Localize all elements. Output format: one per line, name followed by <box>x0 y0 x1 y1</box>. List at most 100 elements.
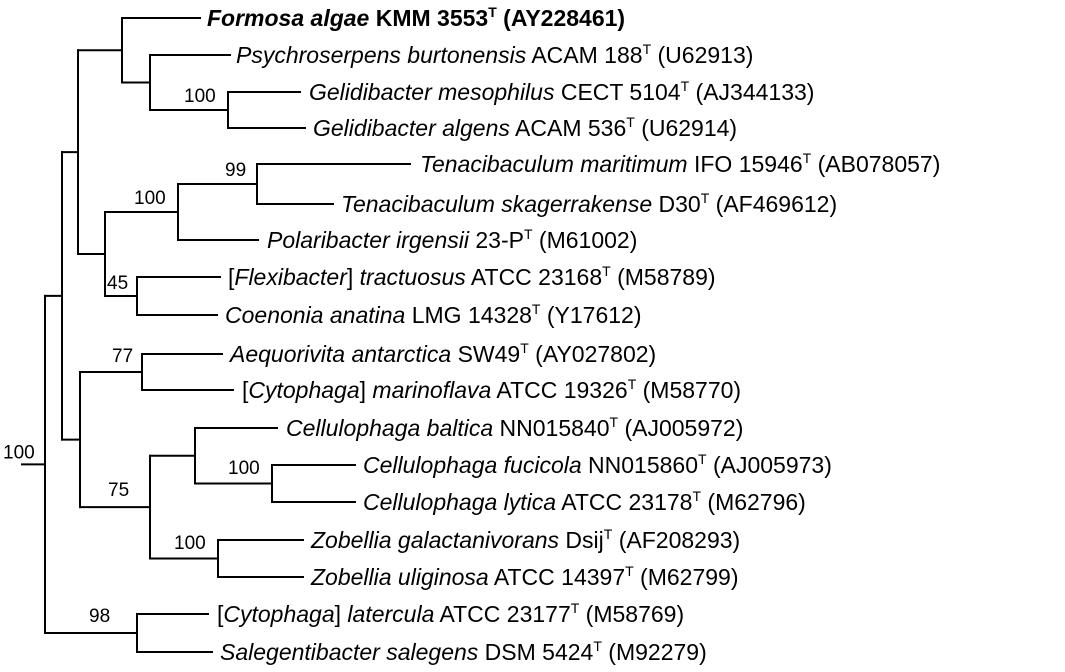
type-strain-mark: T <box>604 526 613 542</box>
taxon-label-part: Cellulophaga fucicola <box>363 452 582 478</box>
bootstrap-value: 100 <box>228 458 260 479</box>
taxon-label-part: DSM 5424 <box>478 639 593 665</box>
taxon-label-part: Cellulophaga lytica <box>363 489 556 515</box>
type-strain-mark: T <box>610 414 619 430</box>
type-strain-mark: T <box>520 340 529 356</box>
taxon-label-part: (M58789) <box>611 264 716 290</box>
taxon-label-part: Gelidibacter algens <box>313 115 510 141</box>
type-strain-mark: T <box>628 376 637 392</box>
taxon-label-part: CECT 5104 <box>554 79 680 105</box>
taxon-label-salegentibacter: Salegentibacter salegens DSM 5424T (M922… <box>220 638 707 665</box>
taxon-labels: Formosa algae KMM 3553T (AY228461)Psychr… <box>207 4 940 665</box>
taxon-label-part: ACAM 188 <box>526 42 642 68</box>
taxon-label-part: Cytophaga <box>223 601 334 627</box>
taxon-label-galgens: Gelidibacter algens ACAM 536T (U62914) <box>313 114 737 141</box>
type-strain-mark: T <box>803 150 812 166</box>
taxon-label-part: Psychroserpens burtonensis <box>236 42 527 68</box>
type-strain-mark: T <box>692 488 701 504</box>
taxon-label-part: Aequorivita antarctica <box>228 341 451 367</box>
taxon-label-part: ATCC 23178 <box>556 489 692 515</box>
taxon-label-coenonia: Coenonia anatina LMG 14328T (Y17612) <box>225 301 642 328</box>
taxon-label-part: Formosa algae <box>207 5 370 31</box>
type-strain-mark: T <box>626 114 635 130</box>
taxon-label-part: ] <box>335 601 348 627</box>
taxon-label-part: ATCC 23168 <box>466 264 602 290</box>
taxon-label-part: (Y17612) <box>540 302 641 328</box>
taxon-label-part: LMG 14328 <box>405 302 532 328</box>
taxon-label-part: (M92279) <box>602 639 707 665</box>
taxon-label-part: IFO 15946 <box>688 151 803 177</box>
type-strain-mark: T <box>625 563 634 579</box>
bootstrap-value: 77 <box>112 346 133 367</box>
taxon-label-formosa: Formosa algae KMM 3553T (AY228461) <box>207 4 625 31</box>
type-strain-mark: T <box>698 451 707 467</box>
taxon-label-part: (M61002) <box>533 227 638 253</box>
taxon-label-part: Polaribacter irgensii <box>267 227 470 253</box>
type-strain-mark: T <box>524 226 533 242</box>
bootstrap-value: 45 <box>107 273 128 294</box>
taxon-label-gmesophilus: Gelidibacter mesophilus CECT 5104T (AJ34… <box>309 78 814 105</box>
taxon-label-part: [ <box>242 377 249 403</box>
taxon-label-part: [ <box>217 601 224 627</box>
taxon-label-part: [ <box>228 264 235 290</box>
taxon-label-flexibacter: [Flexibacter] tractuosus ATCC 23168T (M5… <box>228 263 716 290</box>
taxon-label-part: Gelidibacter mesophilus <box>309 79 555 105</box>
bootstrap-value: 100 <box>134 188 166 209</box>
taxon-label-part: (M58769) <box>579 601 684 627</box>
taxon-label-part: NN015840 <box>493 415 609 441</box>
taxon-label-part: tractuosus <box>360 264 467 290</box>
type-strain-mark: T <box>571 600 580 616</box>
taxon-label-cmarinoflava: [Cytophaga] marinoflava ATCC 19326T (M58… <box>242 376 741 403</box>
taxon-label-clytica: Cellulophaga lytica ATCC 23178T (M62796) <box>363 488 806 515</box>
taxon-label-part: Tenacibaculum skagerrakense <box>341 191 652 217</box>
taxon-label-part: marinoflava <box>372 377 491 403</box>
bootstrap-value: 75 <box>108 480 129 501</box>
type-strain-mark: T <box>488 4 497 20</box>
taxon-label-part: (AY027802) <box>529 341 656 367</box>
taxon-label-aequorivita: Aequorivita antarctica SW49T (AY027802) <box>228 340 656 367</box>
bootstrap-value: 100 <box>174 533 206 554</box>
taxon-label-psychroserpens: Psychroserpens burtonensis ACAM 188T (U6… <box>236 41 753 68</box>
taxon-label-part: Salegentibacter salegens <box>220 639 479 665</box>
taxon-label-part: (AB078057) <box>811 151 940 177</box>
taxon-label-part: 23-P <box>469 227 524 253</box>
taxon-label-part: (M62796) <box>701 489 806 515</box>
bootstrap-value: 100 <box>184 86 216 107</box>
type-strain-mark: T <box>681 78 690 94</box>
taxon-label-part: ACAM 536 <box>510 115 626 141</box>
type-strain-mark: T <box>602 263 611 279</box>
taxon-label-part: (U62914) <box>635 115 737 141</box>
taxon-label-part: Zobellia galactanivorans <box>310 527 560 553</box>
tree-branches <box>21 17 411 653</box>
taxon-label-part: NN015860 <box>582 452 698 478</box>
taxon-label-part: ATCC 19326 <box>491 377 627 403</box>
taxon-label-part: Dsij <box>559 527 604 553</box>
taxon-label-part: D30 <box>652 191 701 217</box>
taxon-label-part: ] <box>347 264 360 290</box>
taxon-label-tskagerrakense: Tenacibaculum skagerrakense D30T (AF4696… <box>341 190 837 217</box>
taxon-label-part: (AJ005973) <box>707 452 832 478</box>
taxon-label-part: (U62913) <box>651 42 753 68</box>
taxon-label-tmaritimum: Tenacibaculum maritimum IFO 15946T (AB07… <box>420 150 940 177</box>
taxon-label-part: (AF208293) <box>612 527 740 553</box>
taxon-label-part: (AF469612) <box>709 191 837 217</box>
bootstrap-value: 98 <box>89 606 110 627</box>
bootstrap-labels: 100 99 100 45 77 100 100 75 98 100 <box>3 86 260 627</box>
taxon-label-part: latercula <box>347 601 434 627</box>
taxon-label-cfucicola: Cellulophaga fucicola NN015860T (AJ00597… <box>363 451 832 478</box>
taxon-label-part: Flexibacter <box>234 264 348 290</box>
type-strain-mark: T <box>701 190 710 206</box>
taxon-label-zuliginosa: Zobellia uliginosa ATCC 14397T (M62799) <box>310 563 739 590</box>
taxon-label-part: KMM 3553 <box>369 5 488 31</box>
taxon-label-cbaltica: Cellulophaga baltica NN015840T (AJ005972… <box>286 414 743 441</box>
taxon-label-clatercula: [Cytophaga] latercula ATCC 23177T (M5876… <box>217 600 684 627</box>
taxon-label-part: Tenacibaculum maritimum <box>420 151 688 177</box>
bootstrap-value: 99 <box>225 160 246 181</box>
taxon-label-zgalactanivorans: Zobellia galactanivorans DsijT (AF208293… <box>310 526 740 553</box>
type-strain-mark: T <box>643 41 652 57</box>
taxon-label-part: ATCC 23177 <box>434 601 570 627</box>
taxon-label-part: (AY228461) <box>497 5 625 31</box>
bootstrap-value-root: 100 <box>3 442 35 463</box>
taxon-label-part: (AJ005972) <box>618 415 743 441</box>
